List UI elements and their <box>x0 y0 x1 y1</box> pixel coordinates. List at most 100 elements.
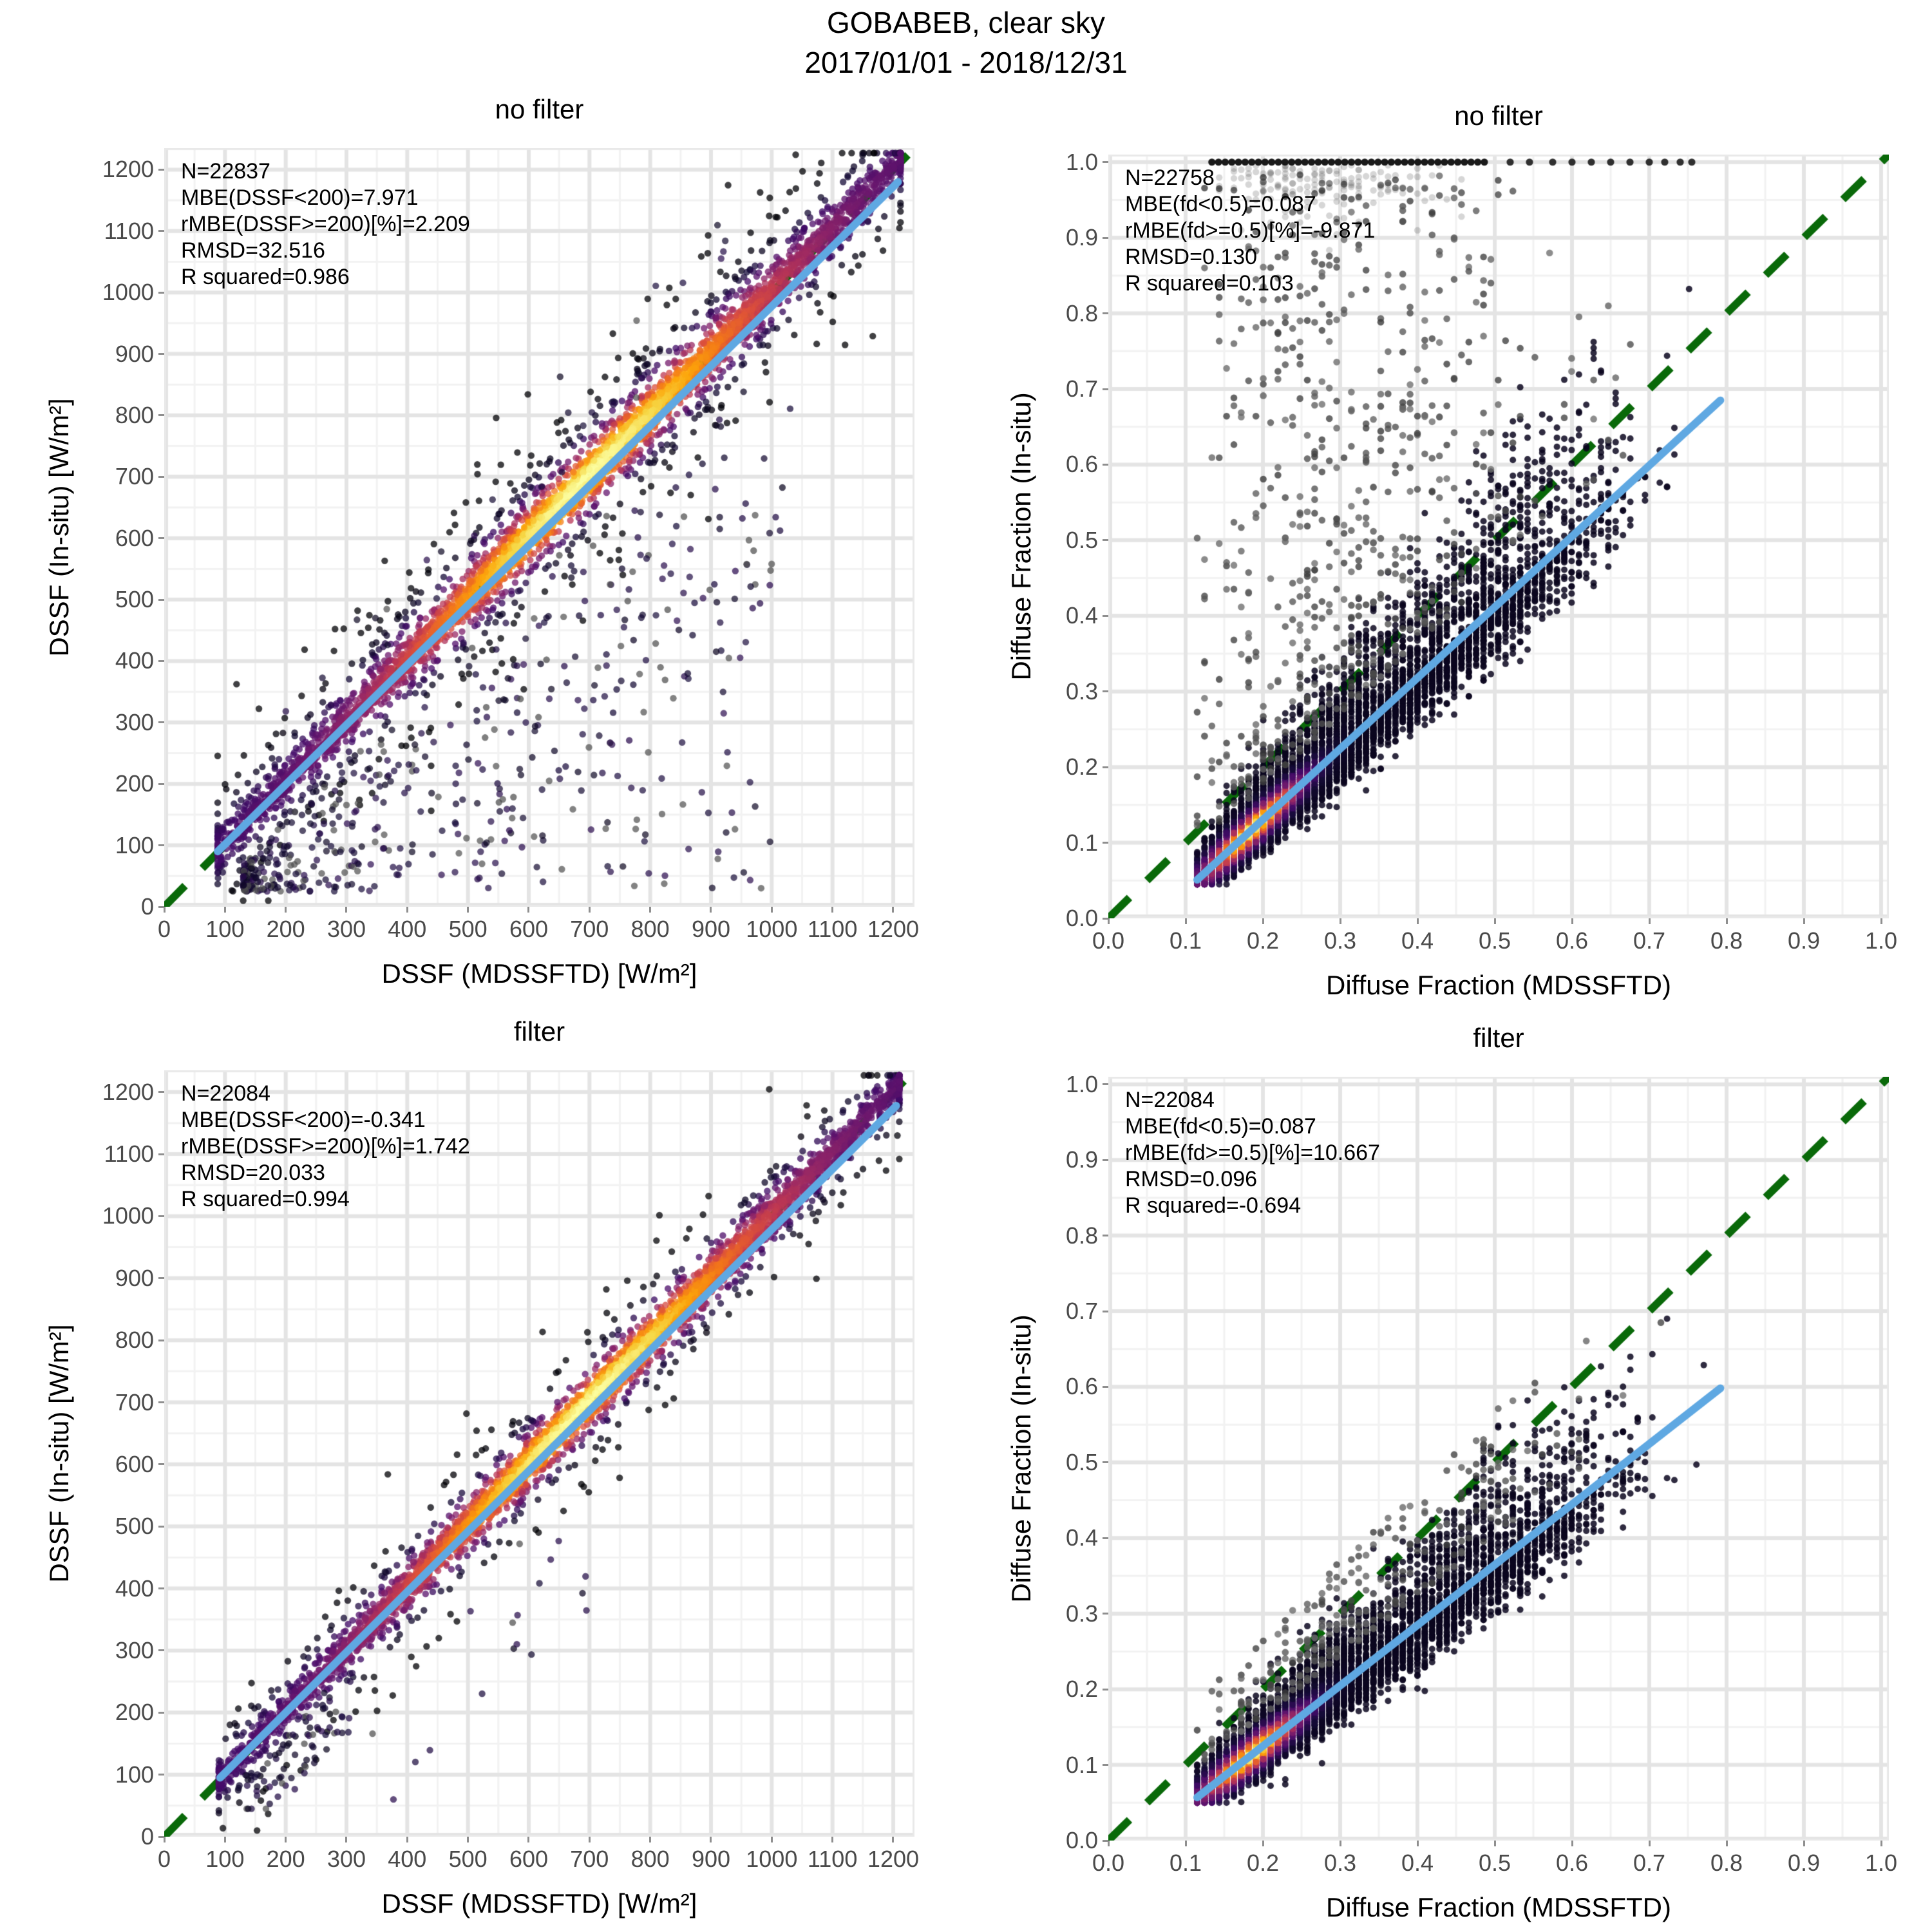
y-tick-mark <box>158 1587 164 1590</box>
x-tick-mark <box>1571 918 1573 924</box>
x-axis-title-top-right: Diffuse Fraction (MDSSFTD) <box>1326 970 1671 1000</box>
y-tick-label: 100 <box>115 831 154 858</box>
y-tick-label: 600 <box>115 1450 154 1477</box>
stat-line: RMSD=0.130 <box>1125 245 1258 269</box>
y-tick-mark <box>158 1401 164 1403</box>
x-tick-mark <box>163 907 166 913</box>
stats-annotation-top-left: N=22837 MBE(DSSF<200)=7.971 rMBE(DSSF>=2… <box>181 158 470 290</box>
x-tick-label: 0.9 <box>1787 927 1821 954</box>
y-tick-mark <box>158 1711 164 1714</box>
x-tick-mark <box>406 1837 408 1842</box>
x-tick-label: 400 <box>388 916 427 942</box>
y-tick-label: 0.7 <box>1065 375 1098 402</box>
y-tick-mark <box>1103 539 1108 542</box>
y-tick-mark <box>1103 312 1108 315</box>
y-tick-mark <box>1103 463 1108 466</box>
figure-title: GOBABEB, clear sky <box>826 6 1105 39</box>
x-tick-label: 900 <box>691 916 731 942</box>
x-tick-label: 0.4 <box>1401 927 1434 954</box>
x-tick-label: 0 <box>157 1846 171 1872</box>
y-tick-mark <box>158 1525 164 1528</box>
y-tick-mark <box>1103 766 1108 768</box>
y-tick-mark <box>1103 236 1108 239</box>
y-tick-mark <box>1103 1083 1108 1086</box>
x-axis-title-top-left: DSSF (MDSSFTD) [W/m²] <box>381 958 697 989</box>
y-tick-label: 0.0 <box>1065 1827 1098 1853</box>
x-tick-label: 800 <box>630 1846 670 1872</box>
y-tick-label: 800 <box>115 401 154 428</box>
x-tick-mark <box>1493 918 1496 924</box>
x-tick-mark <box>649 907 652 913</box>
panel-title-top-right: no filter <box>1454 100 1543 131</box>
x-tick-label: 1200 <box>867 916 920 942</box>
x-tick-mark <box>1880 1841 1882 1846</box>
stat-line: rMBE(DSSF>=200)[%]=2.209 <box>181 212 470 236</box>
x-tick-label: 0.3 <box>1323 927 1357 954</box>
x-tick-label: 600 <box>509 916 549 942</box>
x-tick-label: 700 <box>570 1846 609 1872</box>
stat-line: R squared=0.986 <box>181 265 350 289</box>
stat-line: MBE(DSSF<200)=7.971 <box>181 185 419 210</box>
x-tick-mark <box>467 907 469 913</box>
y-tick-mark <box>158 475 164 478</box>
y-tick-label: 300 <box>115 1636 154 1663</box>
y-tick-label: 1.0 <box>1065 148 1098 175</box>
x-tick-mark <box>1184 918 1187 924</box>
stat-line: R squared=0.103 <box>1125 271 1294 296</box>
x-tick-mark <box>649 1837 652 1842</box>
y-tick-mark <box>158 353 164 355</box>
x-tick-label: 0.5 <box>1478 927 1511 954</box>
x-tick-label: 800 <box>630 916 670 942</box>
y-tick-mark <box>158 1153 164 1155</box>
x-tick-mark <box>467 1837 469 1842</box>
y-tick-mark <box>1103 1310 1108 1312</box>
y-tick-mark <box>1103 1235 1108 1237</box>
x-tick-mark <box>1648 918 1651 924</box>
y-tick-mark <box>1103 1839 1108 1842</box>
y-tick-mark <box>158 659 164 662</box>
y-tick-mark <box>1103 161 1108 164</box>
y-tick-mark <box>158 537 164 540</box>
y-tick-mark <box>1103 1688 1108 1690</box>
x-tick-mark <box>1803 1841 1805 1846</box>
y-tick-label: 0.5 <box>1065 526 1098 553</box>
scatter-plot-dssf-nofilter <box>164 148 914 907</box>
stat-line: MBE(DSSF<200)=-0.341 <box>181 1108 426 1132</box>
panel-title-bottom-right: filter <box>1473 1023 1524 1053</box>
x-tick-label: 0.8 <box>1710 1850 1743 1876</box>
x-tick-label: 0.6 <box>1555 1850 1589 1876</box>
x-tick-label: 900 <box>691 1846 731 1872</box>
stat-line: N=22084 <box>1125 1088 1215 1112</box>
x-tick-mark <box>285 1837 287 1842</box>
stat-line: R squared=-0.694 <box>1125 1193 1302 1218</box>
x-tick-mark <box>1262 1841 1264 1846</box>
y-tick-label: 0.3 <box>1065 677 1098 705</box>
x-tick-mark <box>710 1837 712 1842</box>
y-tick-label: 900 <box>115 340 154 367</box>
x-tick-mark <box>588 907 591 913</box>
x-tick-mark <box>1416 1841 1419 1846</box>
x-tick-mark <box>1880 918 1882 924</box>
panel-title-bottom-left: filter <box>513 1016 565 1046</box>
y-tick-label: 0 <box>140 893 154 920</box>
y-tick-label: 1000 <box>102 279 154 306</box>
y-tick-label: 1.0 <box>1065 1070 1098 1097</box>
y-tick-mark <box>158 291 164 294</box>
y-tick-mark <box>158 905 164 908</box>
x-tick-label: 0.9 <box>1787 1850 1821 1876</box>
x-tick-label: 500 <box>448 1846 488 1872</box>
x-tick-mark <box>1184 1841 1187 1846</box>
stat-line: RMSD=0.096 <box>1125 1167 1258 1191</box>
y-tick-label: 0.1 <box>1065 1751 1098 1778</box>
y-tick-label: 1100 <box>104 217 154 244</box>
x-tick-label: 1100 <box>807 916 858 942</box>
scatter-plot-diffuse-fraction-nofilter <box>1108 155 1889 918</box>
x-tick-mark <box>1416 918 1419 924</box>
x-tick-label: 0.4 <box>1401 1850 1434 1876</box>
y-tick-mark <box>158 1774 164 1776</box>
x-tick-label: 0.1 <box>1169 1850 1202 1876</box>
y-tick-label: 0.8 <box>1065 1222 1098 1249</box>
x-tick-label: 0.0 <box>1092 1850 1125 1876</box>
y-tick-mark <box>158 1277 164 1280</box>
y-tick-label: 100 <box>115 1761 154 1788</box>
